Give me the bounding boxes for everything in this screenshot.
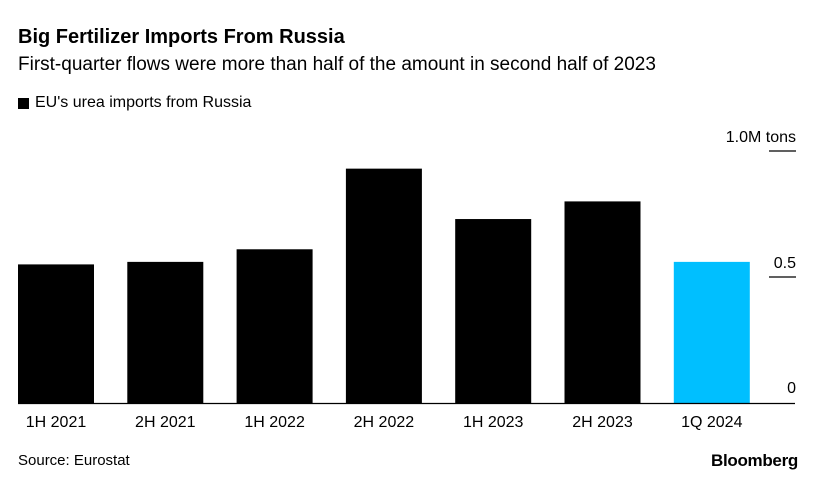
y-tick-label: 0.5	[774, 255, 796, 272]
bar-1q-2024	[673, 261, 750, 403]
legend-swatch	[18, 97, 29, 109]
x-tick-label: 1H 2021	[26, 414, 87, 431]
bar-1h-2023	[455, 219, 532, 403]
x-tick-label: 2H 2022	[354, 414, 415, 431]
bar-2h-2022	[345, 168, 422, 403]
y-tick-label: 0	[787, 380, 796, 397]
chart-subtitle: First-quarter flows were more than half …	[18, 54, 656, 75]
legend: EU's urea imports from Russia	[18, 94, 251, 112]
x-tick-label: 1H 2022	[244, 414, 305, 431]
x-tick-label: 1H 2023	[463, 414, 524, 431]
chart-title: Big Fertilizer Imports From Russia	[18, 26, 345, 48]
x-tick-label: 1Q 2024	[681, 414, 742, 431]
legend-label: EU's urea imports from Russia	[35, 94, 252, 111]
source-note: Source: Eurostat	[18, 452, 130, 469]
bar-1h-2021	[18, 264, 94, 403]
bar-2h-2023	[564, 201, 641, 403]
bloomberg-logo: Bloomberg	[710, 451, 798, 470]
x-tick-label: 2H 2023	[572, 414, 633, 431]
bar-2h-2021	[127, 261, 204, 403]
y-tick-label: 1.0M tons	[726, 129, 796, 146]
x-tick-label: 2H 2021	[135, 414, 196, 431]
bar-1h-2022	[236, 249, 313, 403]
